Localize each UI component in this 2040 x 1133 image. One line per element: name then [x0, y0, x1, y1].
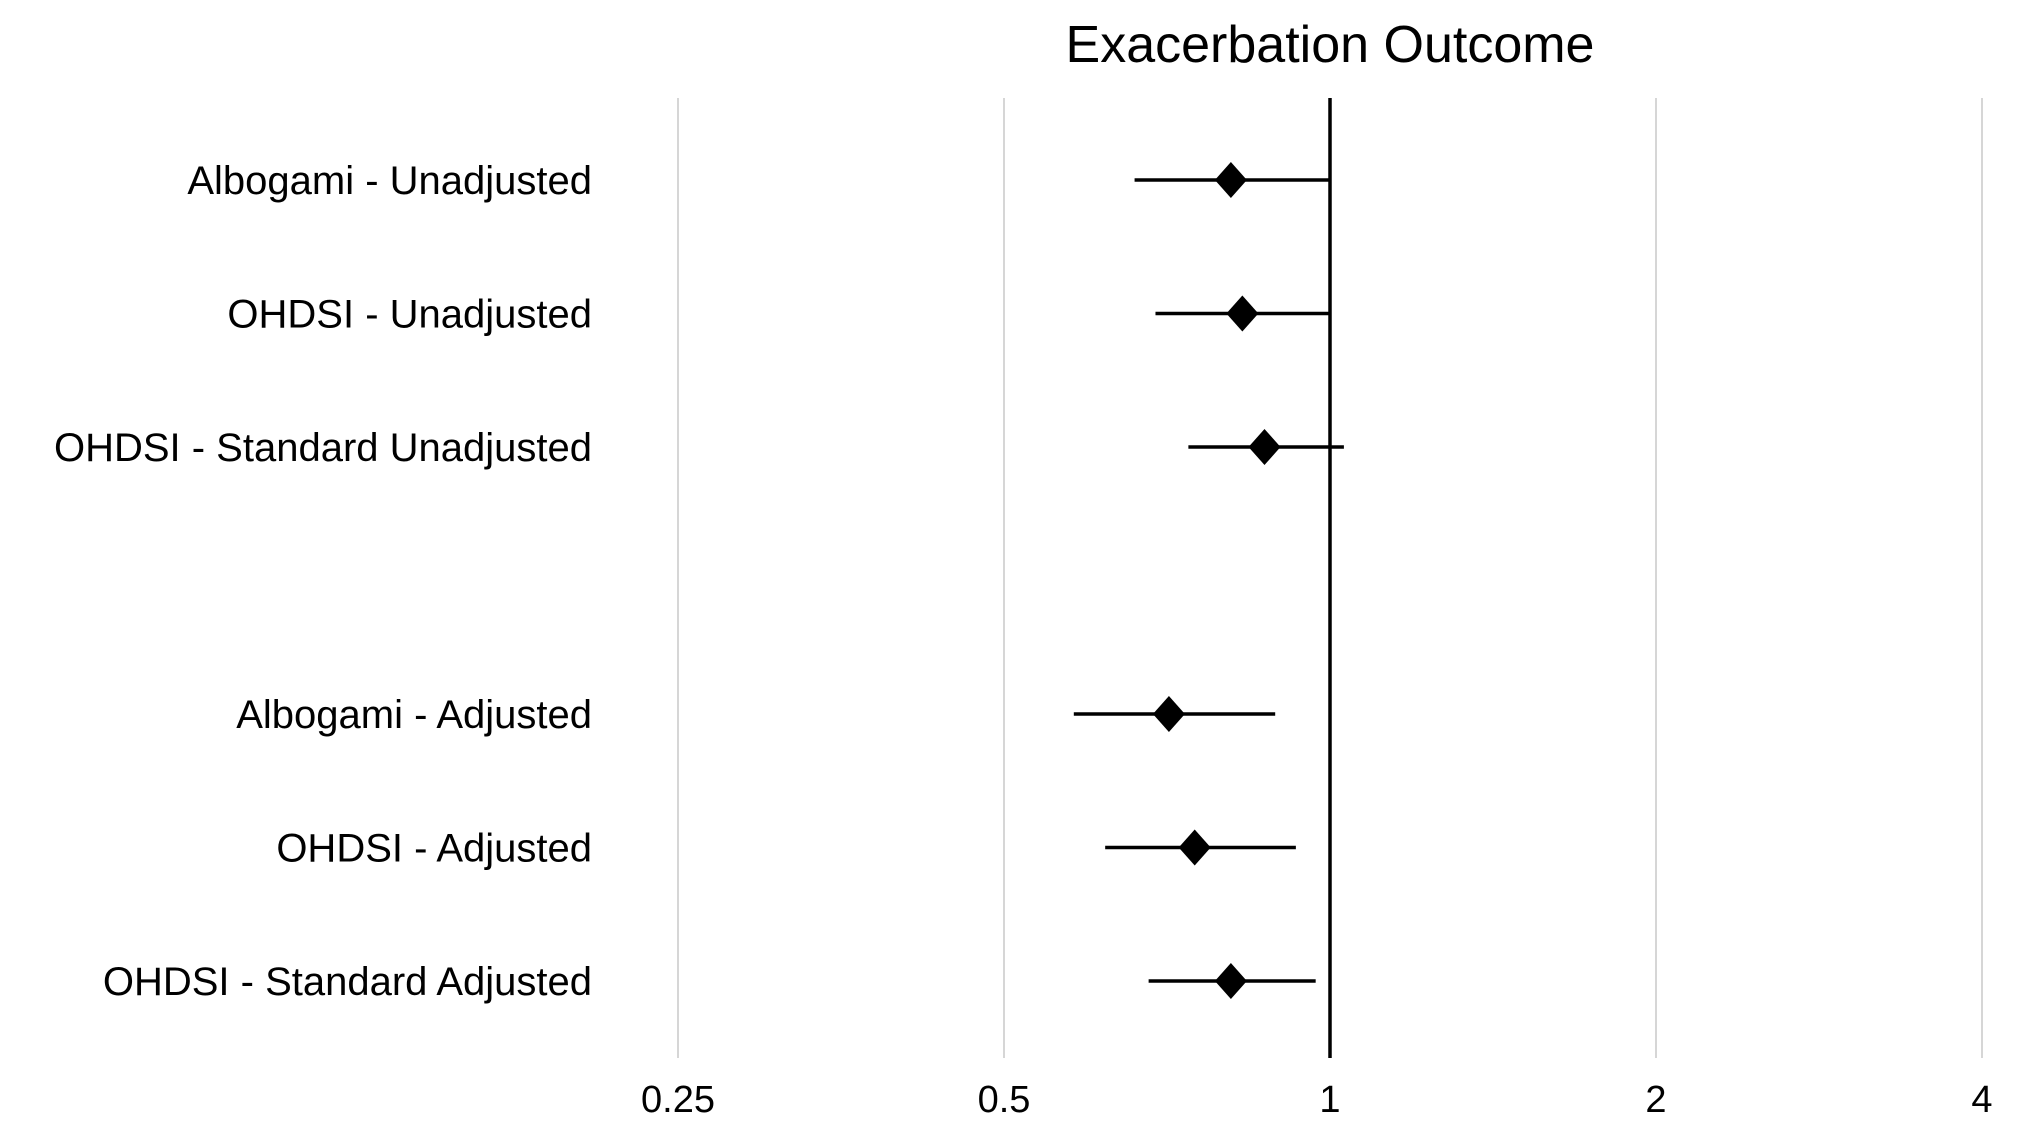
row-label: OHDSI - Adjusted [276, 827, 592, 871]
row-label: Albogami - Adjusted [236, 693, 592, 737]
estimate-diamond [1248, 429, 1281, 465]
x-tick-label: 0.5 [978, 1079, 1031, 1121]
x-tick-label: 4 [1971, 1079, 1992, 1121]
confidence-interval-layer [1073, 178, 1344, 983]
row-label: OHDSI - Unadjusted [227, 293, 592, 337]
x-tick-label-layer: 0.25 0.5 1 2 4 [641, 1079, 1993, 1121]
estimate-diamond [1152, 696, 1185, 732]
estimate-point-layer [1152, 162, 1281, 999]
row-label-layer: Albogami - Unadjusted OHDSI - Unadjusted O… [54, 159, 592, 1004]
row-label: Albogami - Unadjusted [187, 159, 592, 203]
estimate-diamond [1214, 963, 1247, 999]
estimate-diamond [1178, 829, 1211, 866]
estimate-diamond [1214, 162, 1247, 198]
x-tick-label: 0.25 [641, 1079, 715, 1121]
x-tick-label: 2 [1645, 1079, 1666, 1121]
row-label: OHDSI - Standard Adjusted [103, 960, 592, 1004]
chart-title: Exacerbation Outcome [1066, 16, 1595, 74]
x-tick-label: 1 [1319, 1079, 1340, 1121]
estimate-diamond [1226, 295, 1259, 332]
row-label: OHDSI - Standard Unadjusted [54, 426, 592, 470]
grid-layer [677, 98, 1983, 1058]
